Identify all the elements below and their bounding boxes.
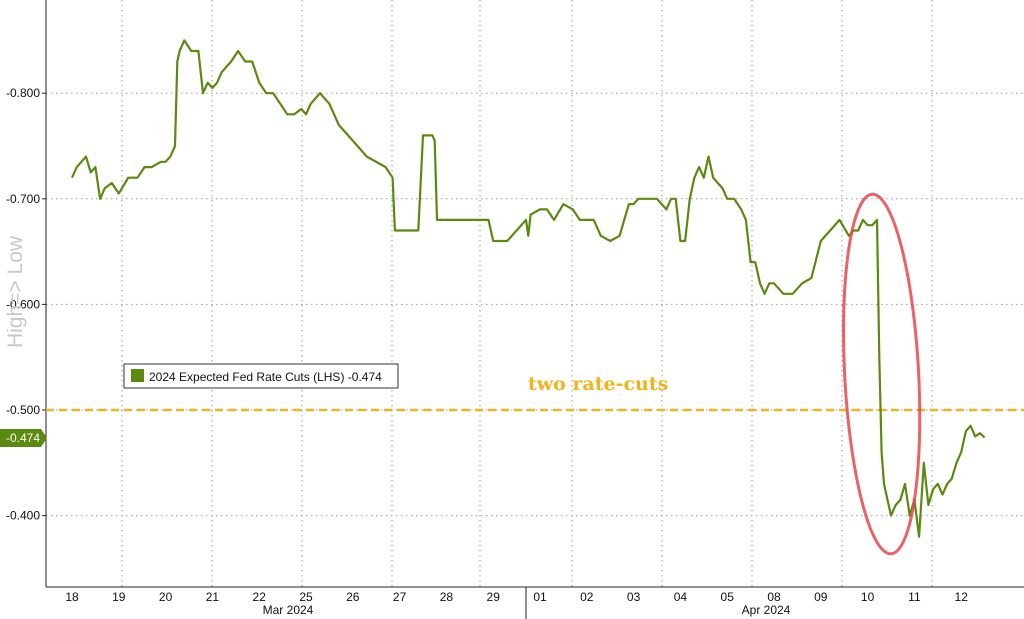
x-tick-label: 12 bbox=[955, 590, 969, 604]
x-tick-label: 26 bbox=[346, 590, 360, 604]
last-value-label: -0.474 bbox=[6, 431, 40, 445]
x-tick-label: 25 bbox=[299, 590, 313, 604]
month-labels: Mar 2024 Apr 2024 bbox=[263, 603, 791, 617]
y-tick-label: -0.400 bbox=[6, 509, 40, 523]
x-tick-label: 22 bbox=[253, 590, 267, 604]
series-line bbox=[70, 39, 986, 538]
x-tick-label: 02 bbox=[580, 590, 594, 604]
legend: 2024 Expected Fed Rate Cuts (LHS) -0.474 bbox=[123, 363, 399, 389]
legend-text: 2024 Expected Fed Rate Cuts (LHS) -0.474 bbox=[149, 370, 382, 384]
x-tick-label: 28 bbox=[440, 590, 454, 604]
x-tick-label: 29 bbox=[487, 590, 501, 604]
x-tick-label: 27 bbox=[393, 590, 407, 604]
x-tick-label: 20 bbox=[159, 590, 173, 604]
x-tick-label: 19 bbox=[112, 590, 126, 604]
x-tick-label: 03 bbox=[627, 590, 641, 604]
x-tick-label: 18 bbox=[65, 590, 79, 604]
highlight-ellipse bbox=[842, 192, 922, 556]
y-tick-label: -0.700 bbox=[6, 192, 40, 206]
x-tick-label: 08 bbox=[767, 590, 781, 604]
y-tick-labels: -0.800 -0.700 -0.600 -0.500 -0.400 bbox=[6, 86, 46, 523]
x-tick-label: 10 bbox=[861, 590, 875, 604]
x-tick-label: 09 bbox=[814, 590, 828, 604]
month-label: Mar 2024 bbox=[263, 603, 314, 617]
y-axis-label: High=> Low bbox=[4, 235, 27, 348]
last-value-tag-shape bbox=[0, 429, 47, 447]
legend-box bbox=[123, 363, 399, 389]
y-tick-label: -0.600 bbox=[6, 297, 40, 311]
grid-lines bbox=[46, 0, 1024, 587]
x-tick-label: 21 bbox=[206, 590, 220, 604]
y-tick-label: -0.800 bbox=[6, 86, 40, 100]
x-tick-label: 05 bbox=[721, 590, 735, 604]
legend-swatch bbox=[131, 369, 144, 382]
x-tick-label: 01 bbox=[533, 590, 547, 604]
x-tick-label: 04 bbox=[674, 590, 688, 604]
y-tick-label: -0.500 bbox=[6, 403, 40, 417]
last-value-tag: -0.474 bbox=[0, 429, 47, 447]
x-tick-label: 11 bbox=[908, 590, 921, 604]
x-tick-labels: 18 19 20 21 22 25 26 27 28 29 01 02 03 04 05 08 09 10 11 12 bbox=[65, 590, 968, 604]
reference-label: two rate-cuts bbox=[528, 373, 668, 395]
month-label: Apr 2024 bbox=[742, 603, 791, 617]
